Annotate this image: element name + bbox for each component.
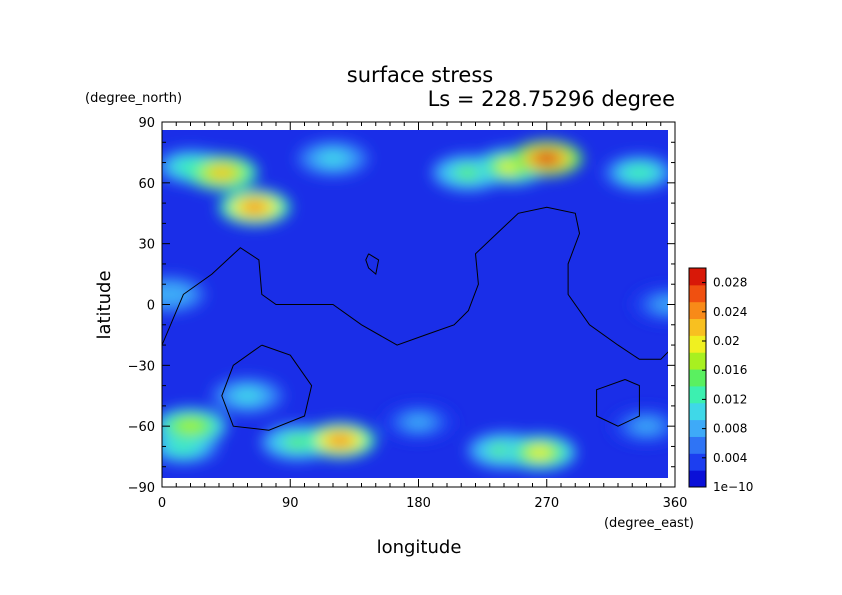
- contour-line: [162, 206, 668, 360]
- chart-subtitle: Ls = 228.75296 degree: [428, 87, 675, 111]
- contour-line: [596, 379, 640, 427]
- colorbar-swatch: [689, 335, 706, 353]
- colorbar-swatch: [689, 436, 706, 454]
- field-hotspot: [284, 435, 311, 449]
- colorbar-label: 0.02: [713, 334, 740, 348]
- x-axis-title: longitude: [377, 537, 462, 558]
- colorbar-swatch: [689, 284, 706, 303]
- field-hotspot: [526, 446, 553, 460]
- colorbar-swatch: [689, 352, 706, 370]
- x-tick-label: 270: [534, 496, 559, 511]
- field-hotspot: [405, 415, 432, 429]
- x-tick-label: 360: [663, 496, 688, 511]
- field-hotspot: [455, 166, 482, 180]
- field-hotspot: [208, 166, 235, 180]
- x-tick-label: 90: [282, 496, 299, 511]
- colorbar-swatch: [689, 385, 706, 404]
- y-tick-label: 30: [138, 238, 155, 253]
- colorbar-swatch: [689, 268, 706, 286]
- y-tick-label: −30: [128, 359, 155, 374]
- colorbar-frame: [688, 267, 707, 488]
- colorbar-swatch: [689, 402, 706, 421]
- colorbar-label: 1e−10: [713, 480, 753, 494]
- colorbar: 1e−10 0.004 0.008 0.012 0.016 0.02 0.024 0.028: [688, 267, 753, 494]
- colorbar-swatch: [689, 470, 706, 488]
- x-tick-label: 180: [406, 496, 431, 511]
- field-hotspot: [234, 389, 261, 403]
- field-hotspot: [162, 287, 183, 301]
- y-tick-label: 0: [147, 299, 155, 314]
- field-hotspot: [177, 419, 204, 433]
- colorbar-label: 0.016: [713, 363, 747, 377]
- y-axis-title: latitude: [94, 270, 115, 339]
- colorbar-swatch: [689, 419, 706, 437]
- field-hotspot: [626, 166, 653, 180]
- field-hotspot: [654, 298, 668, 311]
- colorbar-label: 0.008: [713, 422, 747, 436]
- colorbar-label: 0.012: [713, 392, 747, 406]
- heatmap-field: [162, 130, 668, 478]
- colorbar-swatch: [689, 318, 706, 336]
- colorbar-swatch: [689, 301, 706, 320]
- field-hotspot: [533, 152, 560, 165]
- field-hotspot: [320, 152, 346, 165]
- y-tick-label: −90: [128, 481, 155, 496]
- x-tick-label: 0: [158, 496, 166, 511]
- contour-line: [221, 344, 313, 431]
- field-hotspot: [327, 433, 354, 447]
- field-hotspot: [241, 200, 268, 214]
- colorbar-swatch: [689, 369, 706, 387]
- x-unit-label: (degree_east): [604, 516, 694, 531]
- y-tick-label: 90: [138, 116, 155, 131]
- y-tick-label: −60: [128, 420, 155, 435]
- y-tick-label: 60: [138, 177, 155, 192]
- colorbar-swatch: [689, 453, 706, 471]
- field-hotspot: [633, 419, 660, 433]
- contour-line: [365, 253, 380, 276]
- colorbar-label: 0.004: [713, 451, 747, 465]
- colorbar-label: 0.028: [713, 276, 747, 290]
- chart-title: surface stress: [347, 63, 493, 87]
- colorbar-label: 0.024: [713, 305, 747, 319]
- y-unit-label: (degree_north): [85, 91, 182, 106]
